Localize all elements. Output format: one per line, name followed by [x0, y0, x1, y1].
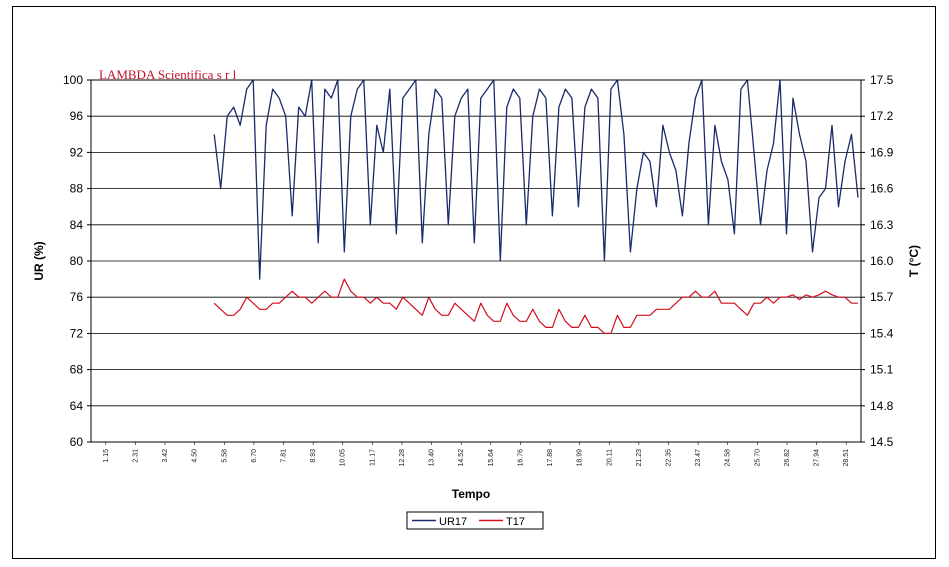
- x-tick-label: 5.58: [221, 449, 228, 463]
- legend-box: [406, 511, 544, 530]
- x-tick-label: 24.58: [725, 449, 732, 467]
- series-line-t17: [213, 278, 858, 334]
- chart-svg: LAMBDA Scientifica s r l 60 64 68 72 76 80 84 8…: [32, 67, 921, 530]
- y-axis-right-ticks: 14.5 14.8 15.1 15.4 15.7 16.0 16.3 16.6 16.9 17.2…: [861, 73, 894, 449]
- y-right-tick-label: 17.5: [870, 73, 894, 87]
- legend-label-t17: T17: [506, 516, 525, 528]
- x-tick-label: 26.82: [784, 449, 791, 467]
- x-tick-label: 17.88: [547, 449, 554, 467]
- legend-label-ur17: UR17: [439, 516, 467, 528]
- plot-area-border: [90, 79, 862, 443]
- y-left-tick-label: 96: [70, 109, 84, 123]
- grid-lines: [91, 115, 861, 407]
- y-right-tick-label: 16.3: [870, 218, 894, 232]
- x-tick-label: 4.50: [192, 449, 199, 463]
- x-tick-label: 12.28: [399, 449, 406, 467]
- y-left-tick-label: 88: [70, 182, 84, 196]
- x-tick-label: 16.76: [517, 449, 524, 467]
- x-tick-label: 18.99: [577, 449, 584, 467]
- x-tick-label: 22.35: [666, 449, 673, 467]
- y-left-tick-label: 80: [70, 254, 84, 268]
- y-left-tick-label: 92: [70, 145, 84, 159]
- x-axis-label: Tempo: [452, 487, 490, 501]
- y-left-tick-label: 100: [63, 73, 83, 87]
- y-right-tick-label: 14.5: [870, 435, 894, 449]
- y-right-tick-label: 16.6: [870, 182, 894, 196]
- chart-frame: LAMBDA Scientifica s r l 60 64 68 72 76 80 84 8…: [12, 6, 936, 559]
- x-tick-label: 2.31: [132, 449, 139, 463]
- x-axis-ticks: 1.15 2.31 3.42 4.50 5.58 6.70 7.81 8.93 10.05 11.…: [103, 442, 850, 467]
- x-tick-label: 8.93: [310, 449, 317, 463]
- x-tick-label: 27.94: [814, 449, 821, 467]
- y-right-tick-label: 16.9: [870, 145, 894, 159]
- y-left-tick-label: 84: [70, 218, 84, 232]
- x-tick-label: 15.64: [488, 449, 495, 467]
- x-tick-label: 25.70: [754, 449, 761, 467]
- x-tick-label: 28.51: [843, 449, 850, 467]
- x-tick-label: 7.81: [281, 449, 288, 463]
- y-left-tick-label: 68: [70, 363, 84, 377]
- x-tick-label: 3.42: [162, 449, 169, 463]
- y-axis-left-ticks: 60 64 68 72 76 80 84 88 92 96 100: [63, 73, 91, 449]
- y-right-tick-label: 14.8: [870, 399, 894, 413]
- y-right-tick-label: 16.0: [870, 254, 894, 268]
- x-tick-label: 21.23: [636, 449, 643, 467]
- x-tick-label: 13.40: [429, 449, 436, 467]
- y-right-tick-label: 15.1: [870, 363, 894, 377]
- y-left-tick-label: 60: [70, 435, 84, 449]
- x-tick-label: 10.05: [340, 449, 347, 467]
- x-tick-label: 6.70: [251, 449, 258, 463]
- y-axis-left-label: UR (%): [32, 241, 46, 280]
- y-right-tick-label: 15.4: [870, 326, 894, 340]
- y-left-tick-label: 64: [70, 399, 84, 413]
- x-tick-label: 11.17: [369, 449, 376, 466]
- x-tick-label: 1.15: [103, 449, 110, 463]
- x-tick-label: 23.47: [695, 449, 702, 467]
- x-tick-label: 20.11: [606, 449, 613, 466]
- legend: UR17 T17: [406, 511, 544, 530]
- y-axis-right-label: T (°C): [907, 245, 921, 277]
- series-line-ur17: [213, 79, 859, 280]
- y-left-tick-label: 72: [70, 326, 84, 340]
- brand-text: LAMBDA Scientifica s r l: [99, 67, 237, 82]
- y-right-tick-label: 15.7: [870, 290, 894, 304]
- x-tick-label: 14.52: [458, 449, 465, 467]
- y-right-tick-label: 17.2: [870, 109, 894, 123]
- y-left-tick-label: 76: [70, 290, 84, 304]
- series-group: [213, 79, 859, 334]
